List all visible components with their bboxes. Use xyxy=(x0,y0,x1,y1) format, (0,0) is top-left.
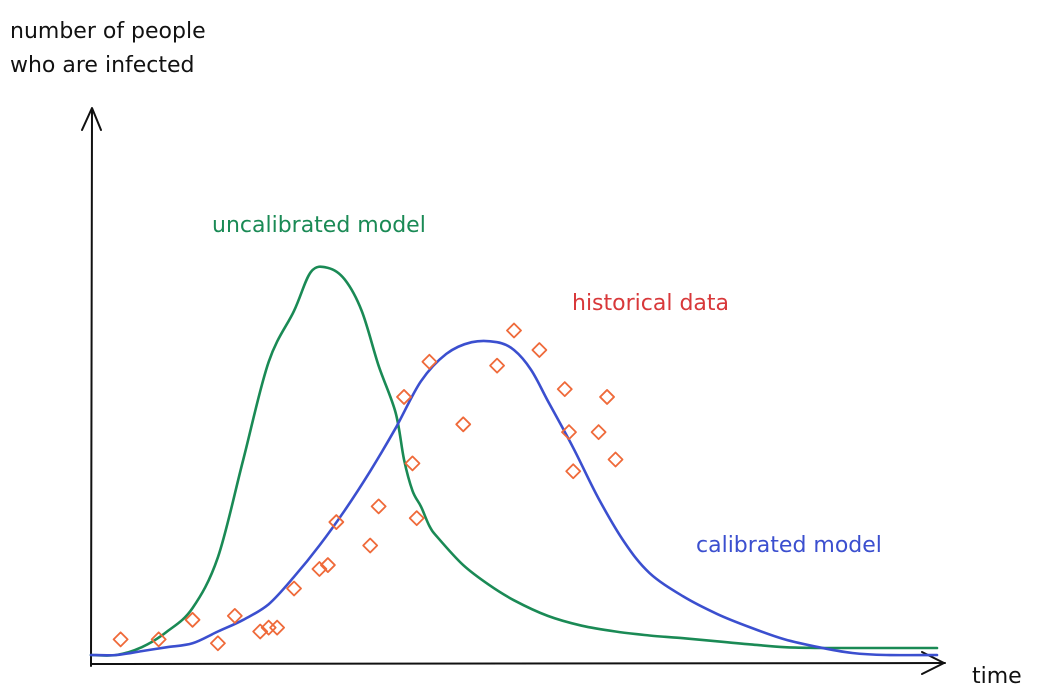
uncalibrated-model-label: uncalibrated model xyxy=(212,213,426,238)
historical-data-point xyxy=(114,632,128,646)
historical-data-point xyxy=(490,359,504,373)
calibrated-model-line xyxy=(91,341,937,655)
historical-data-point xyxy=(372,499,386,513)
historical-data-point xyxy=(558,382,572,396)
historical-data-point xyxy=(422,355,436,369)
uncalibrated-model-line xyxy=(91,267,937,656)
historical-data-point xyxy=(211,636,225,650)
historical-points xyxy=(114,323,623,650)
historical-data-point xyxy=(363,539,377,553)
series-layer xyxy=(91,267,937,656)
historical-data-label: historical data xyxy=(572,291,729,316)
historical-data-point xyxy=(566,464,580,478)
y-axis-label-line-2: who are infected xyxy=(10,53,195,78)
y-axis-label-line-1: number of people xyxy=(10,19,206,44)
historical-data-point xyxy=(405,456,419,470)
historical-data-point xyxy=(507,323,521,337)
y-axis xyxy=(91,110,92,666)
x-axis xyxy=(91,663,945,664)
axes xyxy=(82,108,945,674)
calibrated-model-label: calibrated model xyxy=(696,533,882,558)
historical-data-point xyxy=(600,390,614,404)
historical-data-point xyxy=(609,453,623,467)
x-axis-label: time xyxy=(972,664,1022,689)
historical-data-point xyxy=(592,425,606,439)
historical-data-point xyxy=(532,343,546,357)
historical-data-point xyxy=(410,511,424,525)
historical-data-point xyxy=(456,417,470,431)
historical-data-point xyxy=(270,621,284,635)
